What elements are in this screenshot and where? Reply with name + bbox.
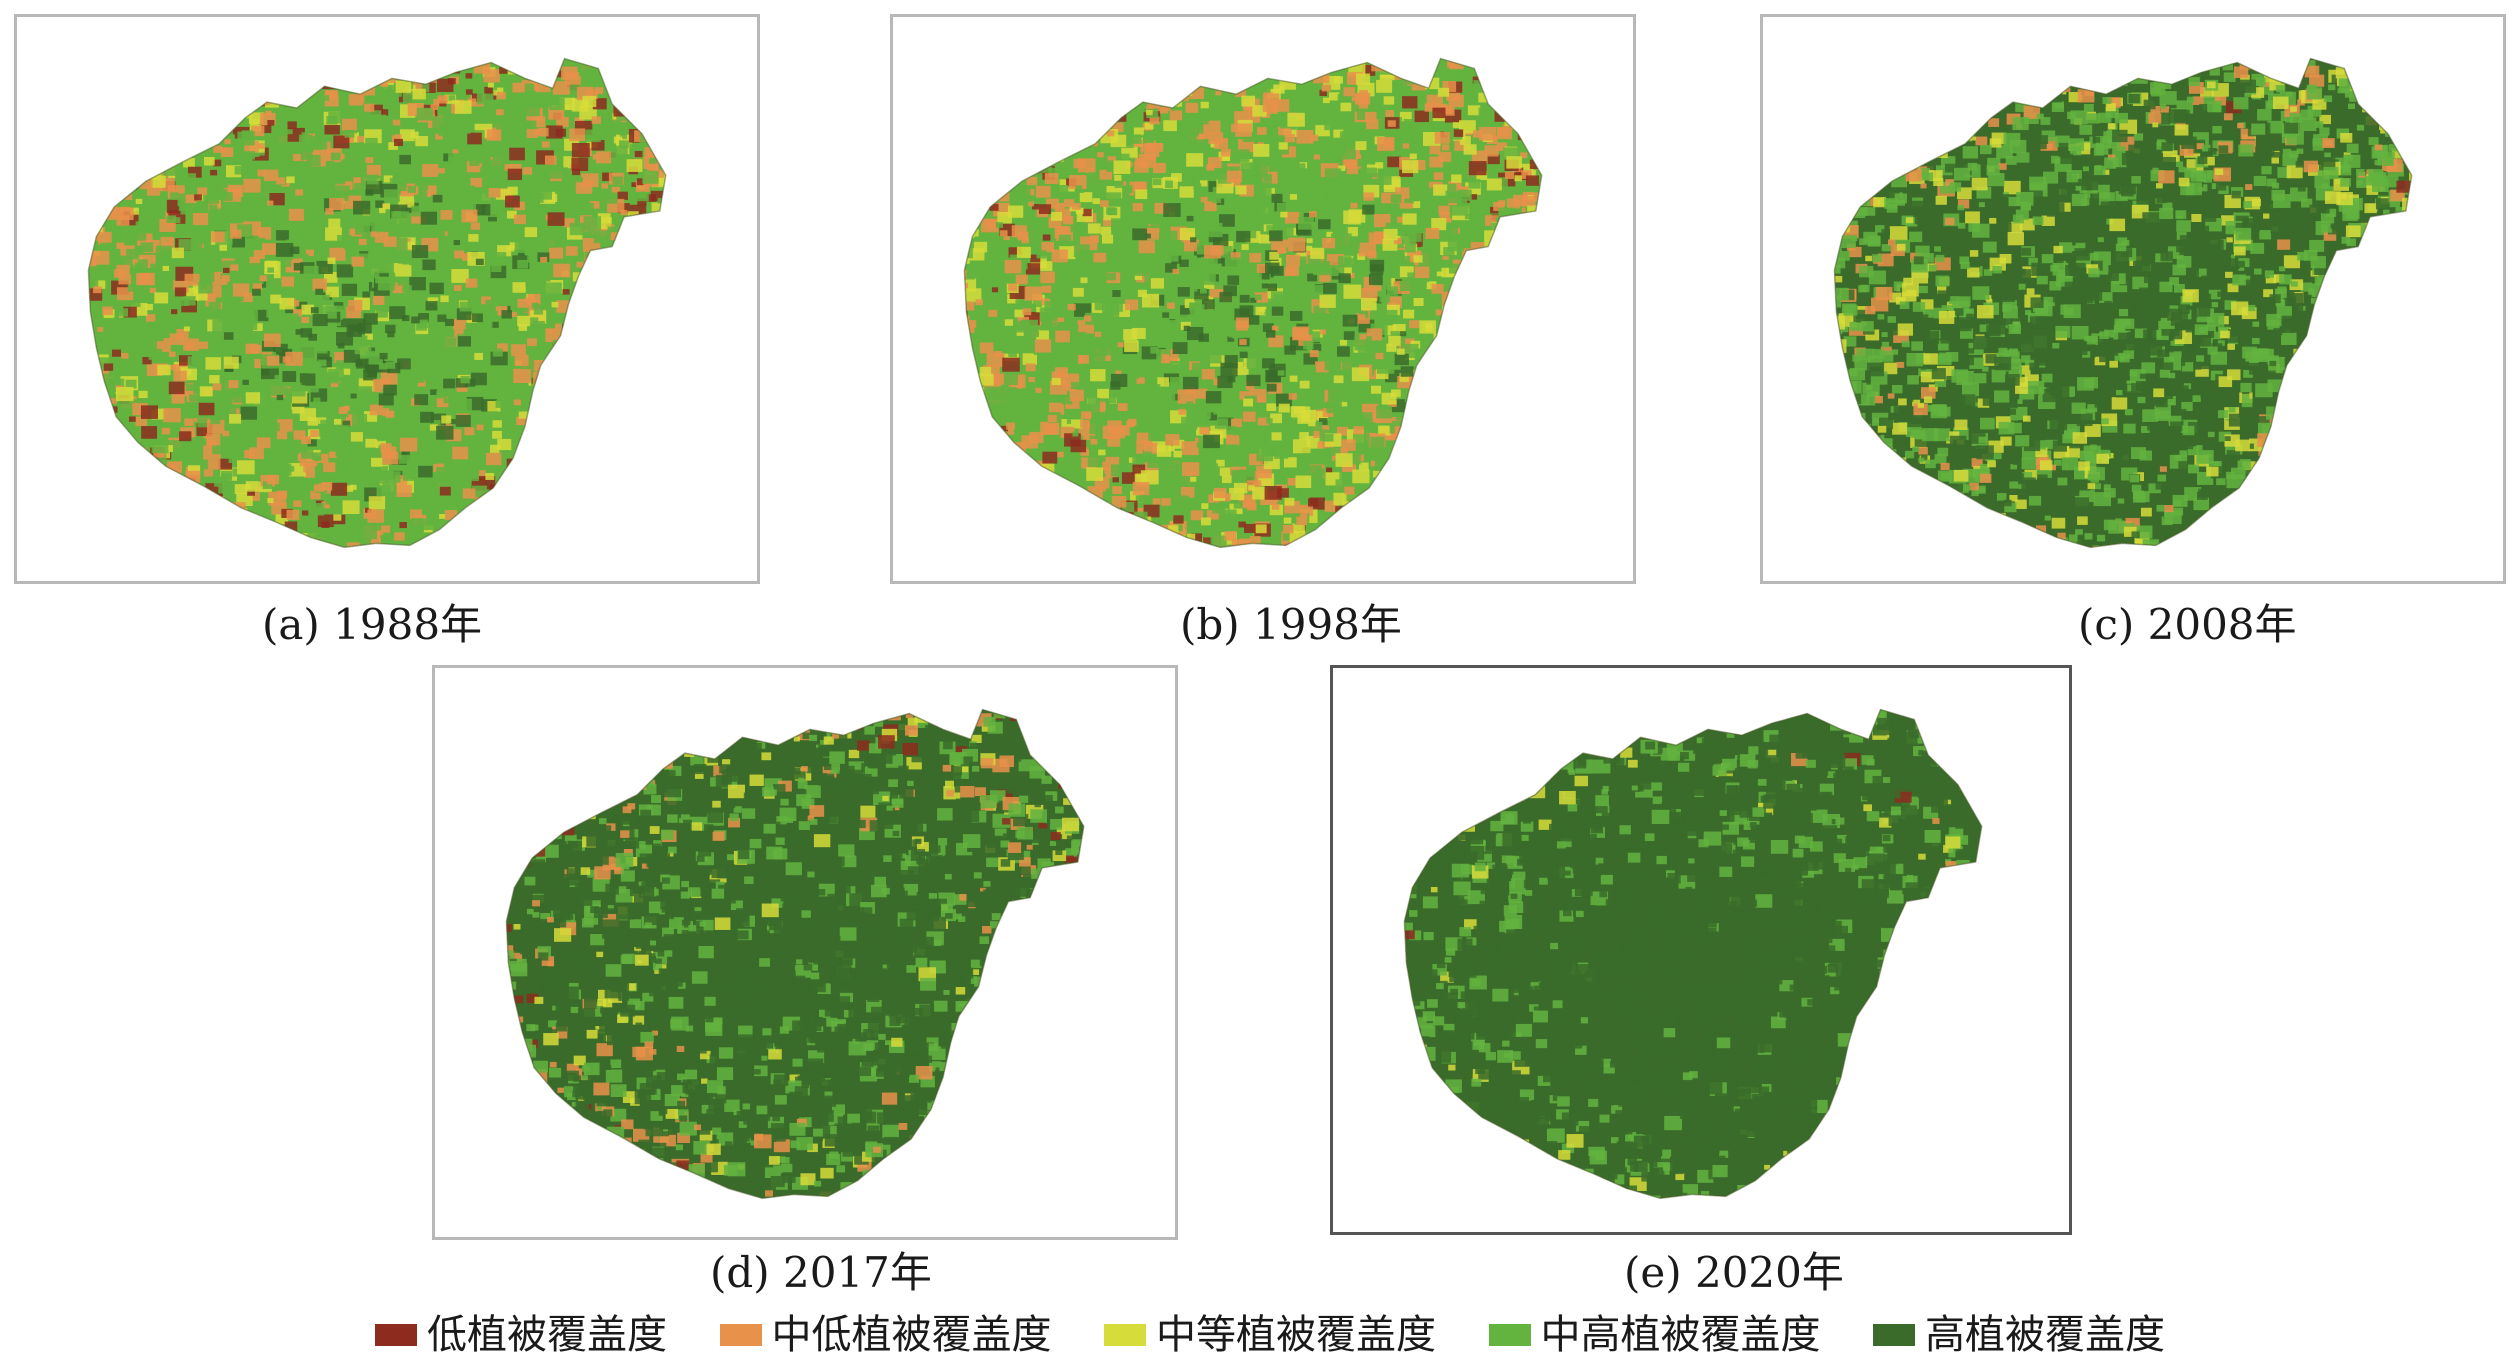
legend-item-mid-high: 中高植被覆盖度 [1488, 1312, 1821, 1358]
hainan-map-2020 [1403, 708, 1983, 1200]
map-caption-1988: (a) 1988年 [262, 600, 483, 649]
map-caption-1998: (b) 1998年 [1180, 600, 1402, 649]
map-caption-2017: (d) 2017年 [710, 1248, 932, 1297]
hainan-map-2008 [1833, 57, 2413, 549]
coverage-layer [1834, 58, 2412, 548]
hainan-map-1998 [963, 57, 1543, 549]
legend-item-low: 低植被覆盖度 [375, 1315, 667, 1355]
legend-swatch-high [1873, 1324, 1915, 1346]
coverage-layer [88, 58, 666, 548]
legend-label-mid: 中等植被覆盖度 [1156, 1312, 1436, 1358]
legend-swatch-mid-high [1488, 1324, 1531, 1346]
hainan-map-1988 [87, 57, 667, 549]
legend: 低植被覆盖度 中低植被覆盖度 中等植被覆盖度 中高植被覆盖度 高植被覆盖度 [375, 1310, 2165, 1360]
legend-item-high: 高植被覆盖度 [1873, 1315, 2165, 1355]
coverage-layer [964, 58, 1542, 548]
map-panel-1988 [14, 14, 760, 584]
hainan-map-2017 [505, 708, 1085, 1200]
legend-item-mid: 中等植被覆盖度 [1104, 1315, 1436, 1355]
legend-label-high: 高植被覆盖度 [1925, 1312, 2165, 1358]
legend-swatch-mid-low [719, 1324, 762, 1346]
map-panel-2008 [1760, 14, 2506, 584]
map-caption-2008: (c) 2008年 [2078, 600, 2297, 649]
coverage-layer [1404, 709, 1982, 1199]
map-panel-2020 [1330, 665, 2072, 1235]
legend-label-low: 低植被覆盖度 [427, 1312, 667, 1358]
legend-label-mid-low: 中低植被覆盖度 [771, 1312, 1052, 1358]
legend-swatch-mid [1104, 1324, 1146, 1346]
legend-item-mid-low: 中低植被覆盖度 [719, 1312, 1052, 1358]
coverage-layer [506, 709, 1084, 1199]
map-caption-2020: (e) 2020年 [1624, 1248, 1844, 1297]
map-panel-2017 [432, 665, 1178, 1240]
legend-label-mid-high: 中高植被覆盖度 [1540, 1312, 1821, 1358]
legend-swatch-low [375, 1324, 417, 1346]
map-panel-1998 [890, 14, 1636, 584]
